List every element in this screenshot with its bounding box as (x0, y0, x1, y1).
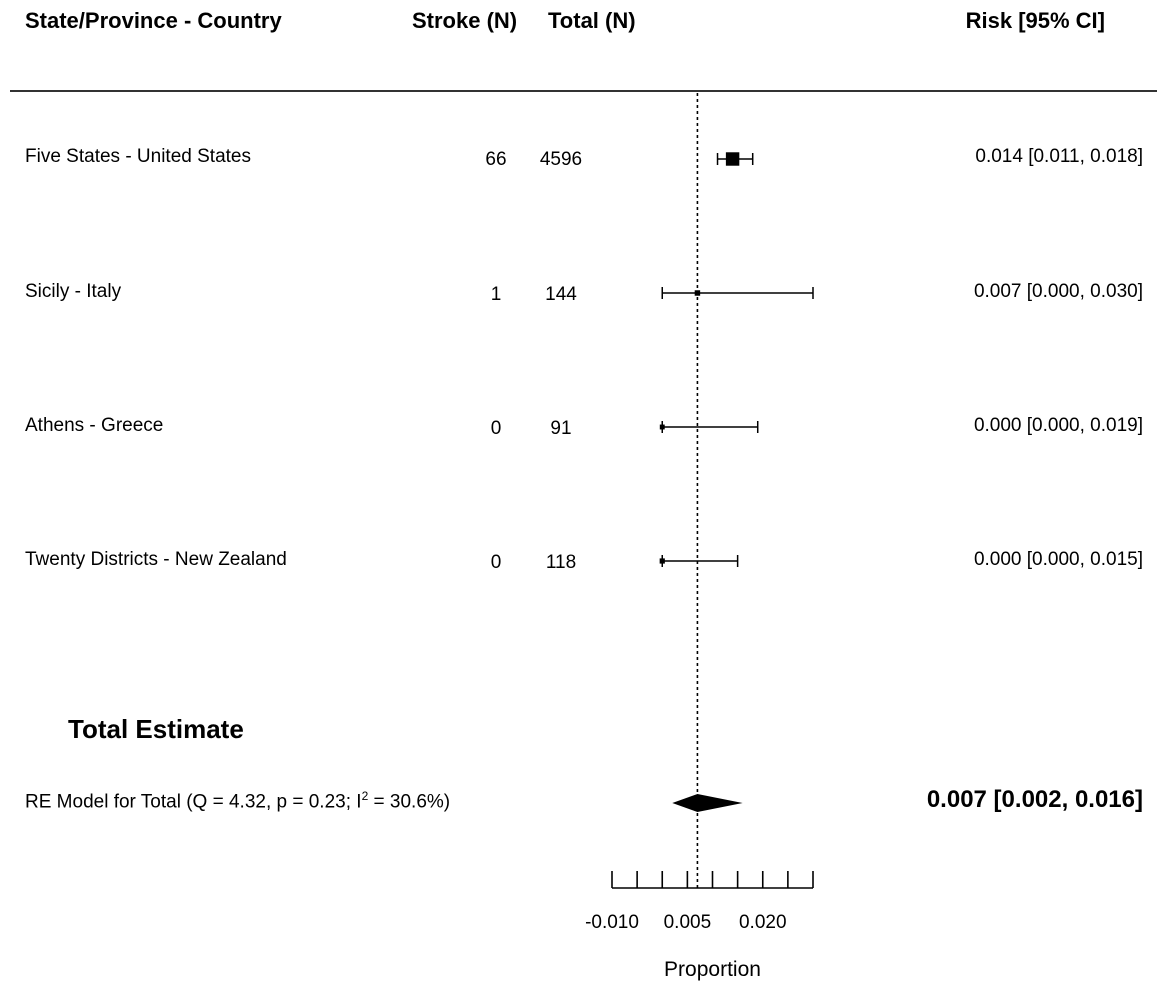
header-study: State/Province - Country (25, 8, 282, 33)
re-model-label-prefix: RE Model for Total (Q = 4.32, p = 0.23; … (25, 791, 362, 813)
x-axis-label: Proportion (664, 958, 761, 981)
x-tick-label: -0.010 (585, 912, 639, 933)
study-label: Five States - United States (25, 146, 251, 167)
study-ci-text: 0.000 [0.000, 0.015] (973, 549, 1143, 570)
total-estimate-heading: Total Estimate (68, 714, 244, 744)
point-estimate (725, 152, 740, 166)
study-events: 0 (490, 418, 502, 439)
study-total: 118 (545, 552, 577, 573)
study-label: Sicily - Italy (25, 281, 122, 302)
summary-ci-text: 0.007 [0.002, 0.016] (926, 786, 1143, 813)
summary-diamond (672, 794, 743, 812)
x-tick-label: 0.020 (739, 912, 787, 933)
re-model-label-sup: 2 (361, 789, 369, 803)
study-ci-text: 0.000 [0.000, 0.019] (973, 415, 1143, 436)
re-model-label: RE Model for Total (Q = 4.32, p = 0.23; … (25, 789, 450, 813)
study-total: 91 (550, 418, 572, 439)
study-ci-text: 0.007 [0.000, 0.030] (973, 281, 1143, 302)
point-estimate (659, 558, 665, 564)
point-estimate (659, 424, 665, 430)
study-total: 4596 (539, 149, 583, 170)
x-tick-label: 0.005 (664, 912, 712, 933)
study-events: 0 (490, 552, 502, 573)
header-events: Stroke (N) (412, 8, 518, 33)
study-total: 144 (545, 284, 577, 305)
header-divider (10, 90, 1157, 92)
study-label: Twenty Districts - New Zealand (25, 549, 287, 570)
study-ci-text: 0.014 [0.011, 0.018] (975, 146, 1143, 167)
study-events: 1 (490, 284, 502, 305)
point-estimate (694, 290, 701, 296)
header-total: Total (N) (548, 8, 636, 33)
header-estimate: Risk [95% CI] (965, 8, 1105, 33)
study-events: 66 (485, 149, 507, 170)
study-label: Athens - Greece (25, 415, 164, 436)
re-model-label-suffix: = 30.6%) (368, 791, 451, 813)
